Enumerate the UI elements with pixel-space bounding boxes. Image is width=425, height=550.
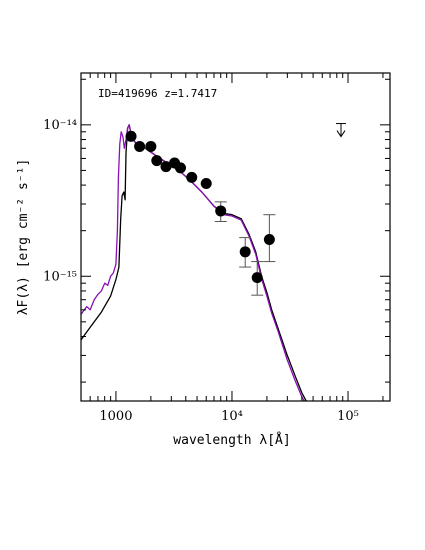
data-point bbox=[145, 140, 157, 152]
model-curve-1 bbox=[81, 124, 306, 401]
x-tick-labels: 1000 10⁴ 10⁵ bbox=[99, 409, 359, 424]
y-tick-label: 10⁻¹⁵ bbox=[43, 269, 77, 284]
data-point bbox=[160, 161, 172, 173]
plot-frame bbox=[80, 72, 391, 402]
y-axis-label: λF(λ) [erg cm⁻² s⁻¹] bbox=[16, 159, 31, 316]
data-point bbox=[251, 272, 263, 284]
data-point bbox=[200, 177, 212, 189]
upper-limits bbox=[336, 123, 347, 138]
source-annotation: ID=419696 z=1.7417 bbox=[98, 87, 217, 100]
model-curves bbox=[81, 124, 307, 401]
data-point bbox=[125, 130, 137, 142]
x-axis-label: wavelength λ[Å] bbox=[173, 432, 290, 448]
data-point bbox=[239, 246, 251, 258]
data-point bbox=[186, 171, 198, 183]
upper-limit-arrow bbox=[336, 123, 347, 138]
x-tick-label: 10⁵ bbox=[337, 409, 359, 424]
data-point bbox=[134, 140, 146, 152]
x-tick-label: 10⁴ bbox=[221, 409, 243, 424]
axis-ticks bbox=[80, 73, 390, 401]
data-point bbox=[174, 162, 186, 174]
data-point bbox=[263, 233, 275, 245]
y-tick-label: 10⁻¹⁴ bbox=[43, 118, 77, 133]
y-tick-labels: 10⁻¹⁴ 10⁻¹⁵ bbox=[43, 118, 77, 284]
data-point bbox=[215, 205, 227, 217]
photometry-points bbox=[125, 130, 275, 284]
x-tick-label: 1000 bbox=[99, 409, 132, 424]
data-point bbox=[151, 155, 163, 167]
